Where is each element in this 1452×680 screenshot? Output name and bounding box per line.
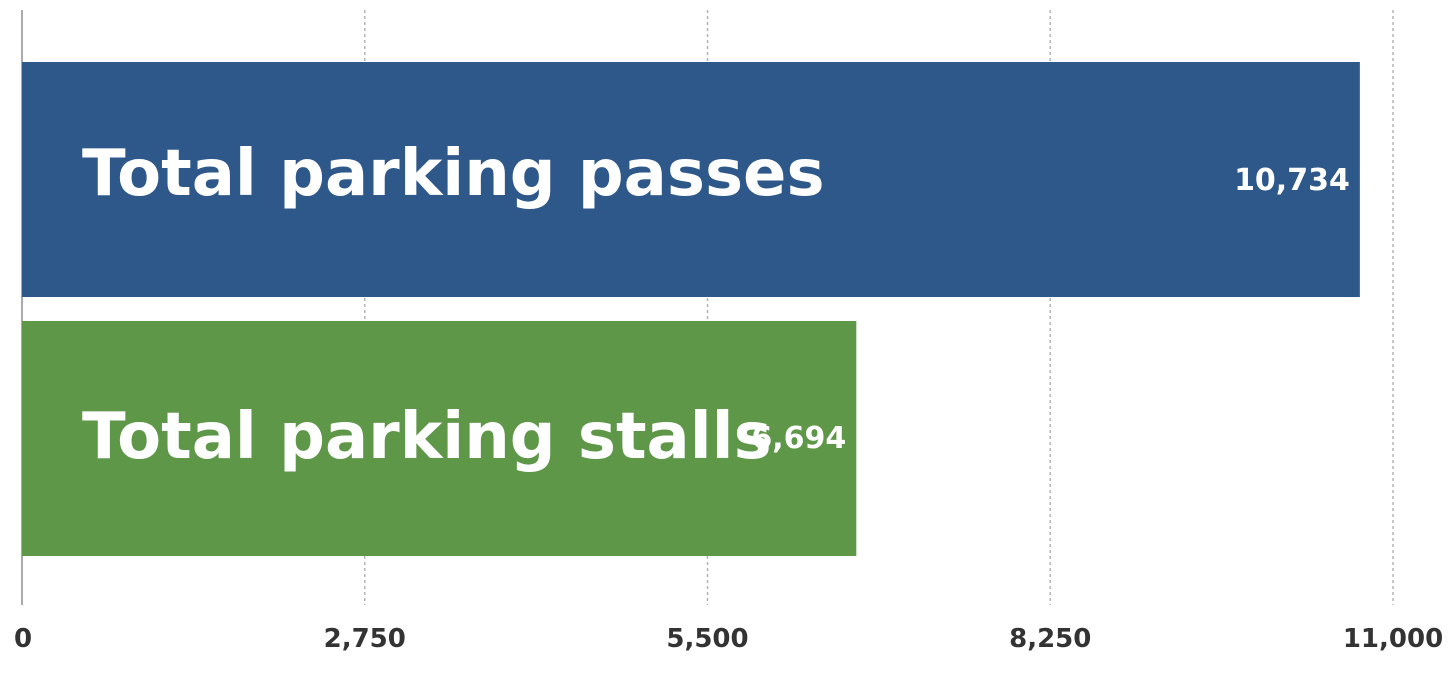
x-tick-label: 2,750: [324, 624, 406, 654]
tick-layer: 0 2,750 5,500 8,250 11,000: [14, 624, 1443, 654]
bar: [22, 321, 857, 556]
bar-category-label: Total parking passes: [82, 137, 825, 211]
bar-layer: Total parking passes 10,734 Total parking …: [22, 62, 1360, 556]
x-tick-label: 0: [14, 624, 32, 654]
bar: [22, 62, 1360, 297]
x-tick-label: 5,500: [666, 624, 748, 654]
x-tick-label: 11,000: [1343, 624, 1443, 654]
bar-category-label: Total parking stalls: [82, 400, 772, 474]
x-tick-label: 8,250: [1009, 624, 1091, 654]
bar-value-label: 6,694: [751, 421, 846, 456]
bar-value-label: 10,734: [1234, 163, 1350, 198]
